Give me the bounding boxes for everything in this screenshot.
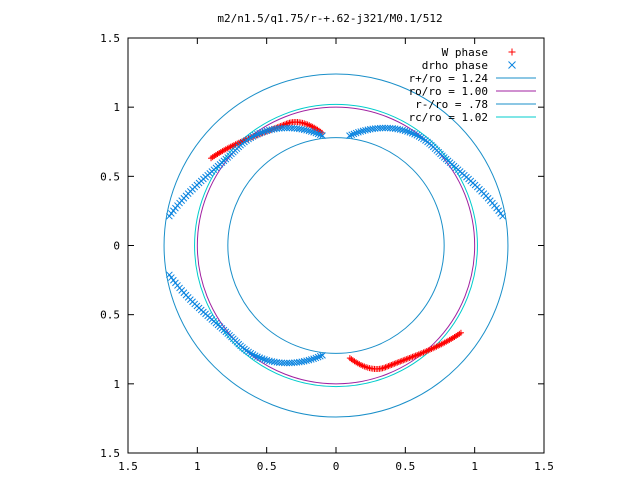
drho-phase-point [355,128,362,136]
y-tick-label: 0 [113,240,120,253]
legend-label: ro/ro = 1.00 [409,85,488,98]
reference-circle [196,106,476,385]
w-phase-point [388,361,395,368]
drho-phase-point [263,356,271,364]
drho-phase-point [258,355,266,363]
drho-phase-point [305,356,313,364]
drho-phase-point [497,210,504,217]
drho-phase-point [396,126,404,133]
drho-phase-point [406,128,414,136]
x-tick-label: 1 [471,460,478,473]
drho-phase-point [312,129,320,137]
w-phase-point [382,364,389,371]
chart-title: m2/n1.5/q1.75/r-+.62-j321/M0.1/512 [217,12,442,25]
y-tick-label: 1 [113,378,120,391]
x-tick-label: 0.5 [257,460,277,473]
drho-phase-point [278,359,286,367]
drho-phase-point [381,124,389,132]
w-phase-point [383,363,390,370]
drho-phase-point [280,124,288,132]
drho-phase-point [166,212,173,220]
drho-phase-point [310,355,317,363]
y-tick-label: 1.5 [100,32,120,45]
y-tick-label: 1 [113,101,120,114]
legend-label: r-/ro = .78 [415,98,488,111]
legend-label: drho phase [422,59,488,72]
drho-phase-point [401,127,409,135]
drho-phase-point [314,130,322,138]
drho-phase-point [283,124,291,132]
w-phase-point [391,360,398,367]
drho-phase-point [256,129,264,137]
drho-phase-point [307,128,315,135]
drho-phase-point [307,356,315,363]
drho-phase-point [166,271,173,279]
reference-circles [163,73,509,418]
w-phase-point [457,329,464,336]
drho-phase-point [346,132,353,140]
drho-phase-point [319,351,326,359]
x-tick-label: 0 [333,460,340,473]
drho-phase-point [404,128,411,135]
drho-phase-point [352,129,360,137]
drho-phase-point [350,130,358,138]
x-tick-label: 1 [194,460,201,473]
drho-phase-point [263,127,271,135]
drho-phase-point [316,131,324,139]
drho-phase-point [348,131,356,139]
w-phase-point [385,363,392,370]
legend-label: W phase [442,46,488,59]
drho-phase-point [499,212,506,220]
w-phase-point [381,364,388,371]
w-phase-point [394,359,401,366]
legend-label: r+/ro = 1.24 [409,72,489,85]
reference-circle [194,103,478,388]
drho-phase-point [261,128,268,135]
drho-phase-point [399,126,406,134]
x-tick-label: 1.5 [118,460,138,473]
w-phase-point [389,361,396,368]
drho-phase-point [312,354,320,362]
reference-circle [163,73,509,418]
drho-phase-point [376,124,384,132]
drho-phase-point [316,352,324,360]
drho-phase-point [305,127,313,135]
w-phase-point [392,360,399,367]
drho-phase-point [379,124,386,132]
drho-phase-point [508,61,516,69]
y-tick-label: 0.5 [100,170,120,183]
drho-phase-point [310,128,317,136]
w-phase-point [395,359,402,366]
drho-phase-point [278,124,286,132]
drho-phase-point [256,354,264,362]
w-phase-point [386,362,393,369]
reference-circle [227,137,445,354]
w-phase-point [508,48,516,56]
y-tick-label: 0.5 [100,309,120,322]
legend-label: rc/ro = 1.02 [409,111,488,124]
phase-markers [166,118,506,373]
drho-phase-point [261,356,268,363]
drho-phase-point [319,132,326,140]
y-tick-label: 1.5 [100,447,120,460]
drho-phase-point [283,359,291,367]
x-tick-label: 0.5 [395,460,415,473]
drho-phase-point [314,353,322,361]
x-tick-label: 1.5 [534,460,554,473]
drho-phase-point [258,128,266,136]
tick-layer: 1.5 1 0.5 0 0.5 1 1.51.510.500.511.5 [100,32,554,473]
drho-phase-point [280,359,288,367]
